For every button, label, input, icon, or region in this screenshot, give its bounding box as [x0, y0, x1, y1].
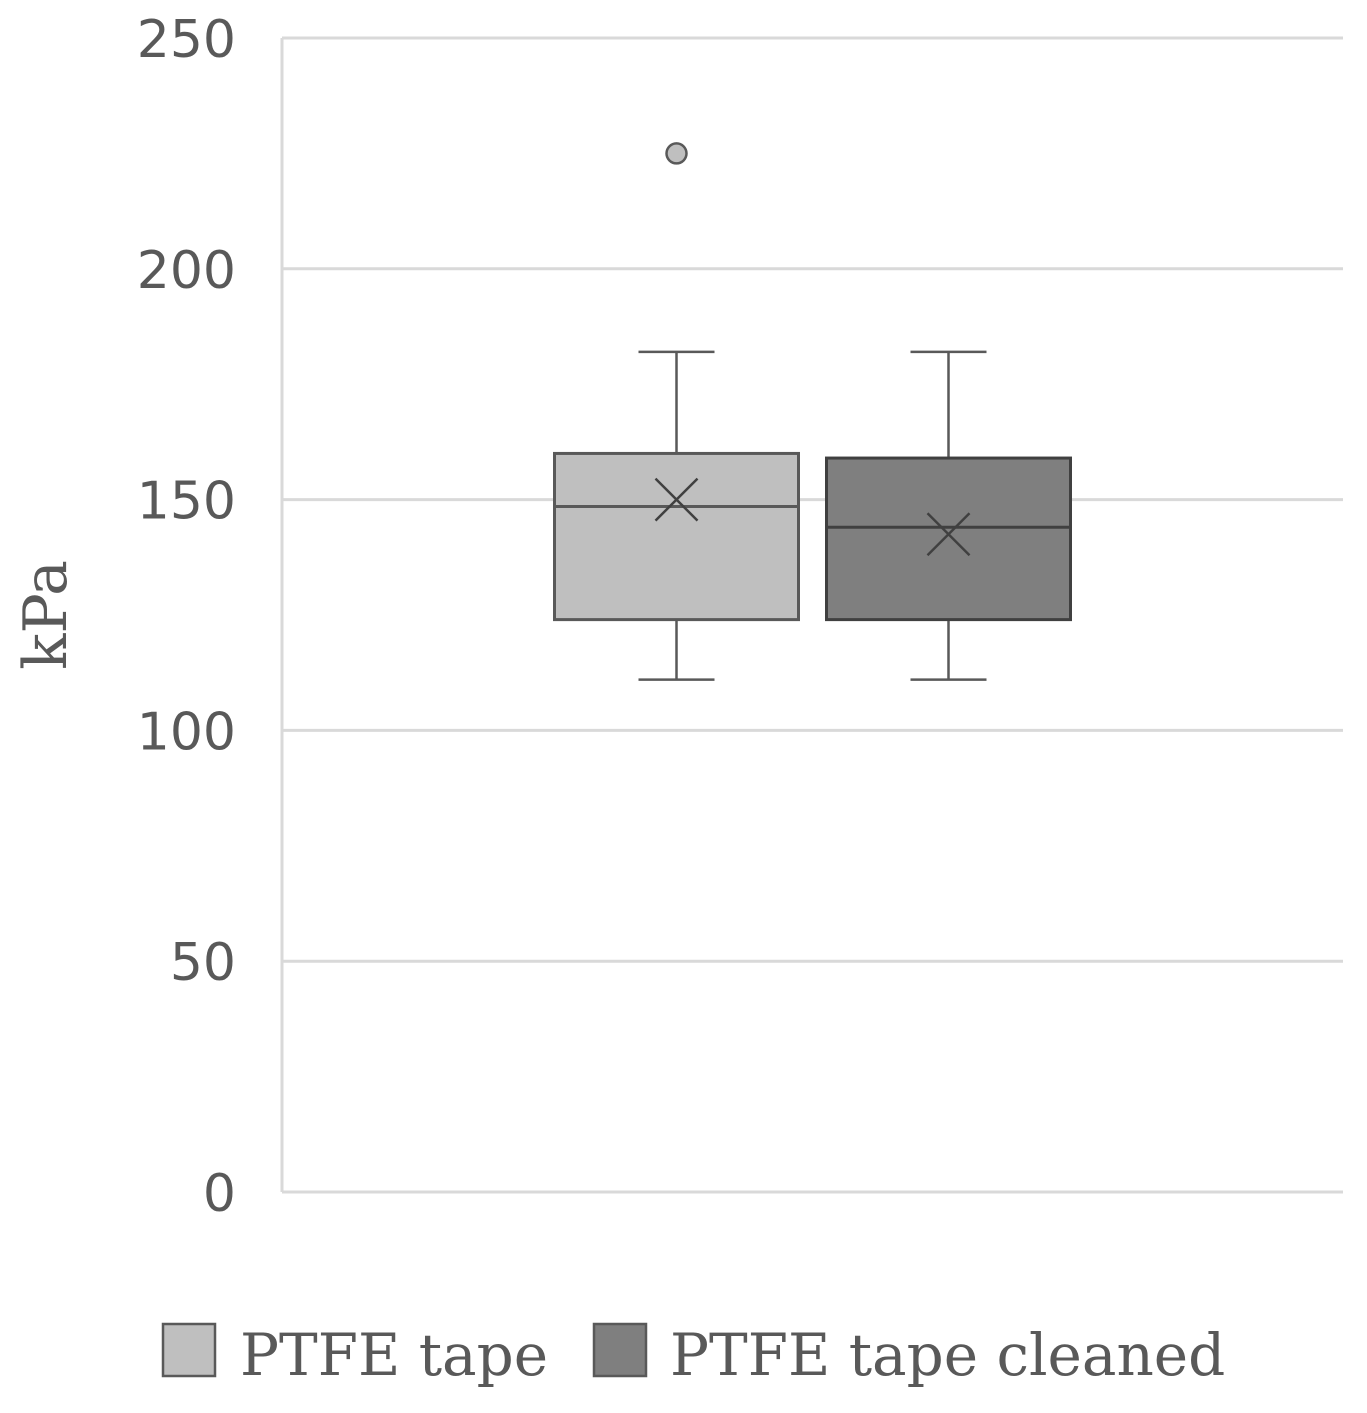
legend-label: PTFE tape	[240, 1321, 548, 1389]
legend-swatch	[161, 1322, 217, 1378]
y-tick-label: 150	[137, 472, 236, 532]
legend-item: PTFE tape	[161, 1321, 548, 1389]
interquartile-box	[553, 451, 800, 622]
legend-label: PTFE tape cleaned	[670, 1321, 1225, 1389]
y-tick-label: 200	[137, 241, 236, 301]
mean-marker	[926, 512, 971, 557]
boxes	[553, 142, 1072, 681]
outlier-point	[665, 142, 688, 165]
y-tick-label: 50	[170, 933, 236, 993]
box-2	[825, 350, 1072, 681]
y-tick-label: 100	[137, 702, 236, 762]
legend: PTFE tape PTFE tape cleaned	[161, 1321, 1225, 1389]
legend-item: PTFE tape cleaned	[592, 1321, 1225, 1389]
y-tick-labels: 0 50 100 150 200 250	[137, 10, 236, 1224]
gridlines	[280, 36, 1343, 1194]
box-1	[553, 142, 800, 681]
y-tick-label: 0	[203, 1164, 236, 1224]
y-tick-label: 250	[137, 10, 236, 70]
y-axis-title: kPa	[11, 560, 81, 670]
interquartile-box	[825, 456, 1072, 622]
legend-swatch	[592, 1322, 648, 1378]
mean-marker	[654, 477, 699, 522]
